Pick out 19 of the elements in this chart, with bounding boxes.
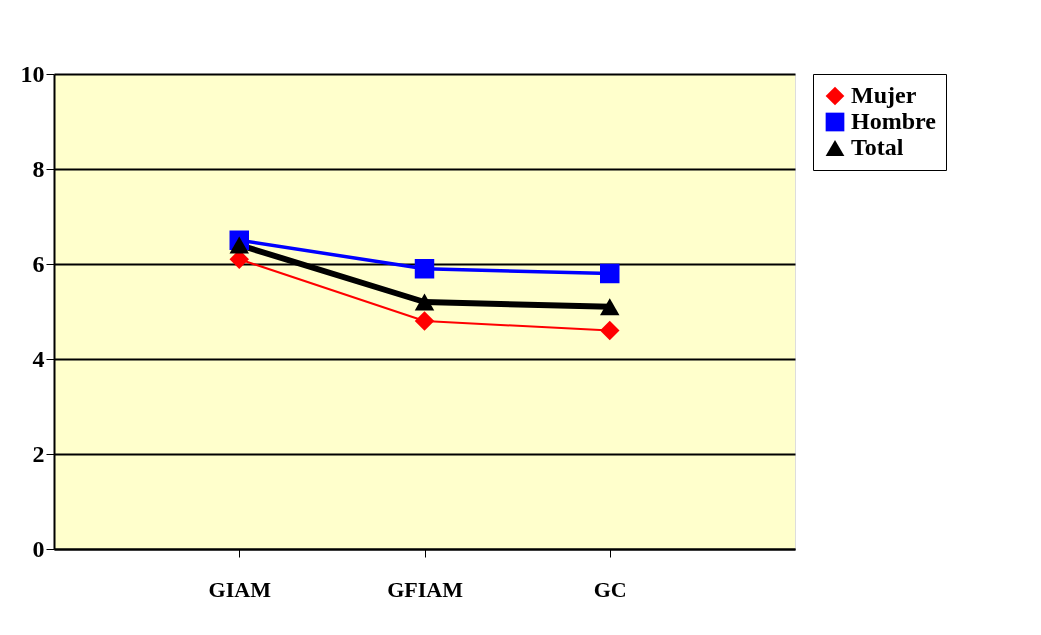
x-tick-label: GFIAM <box>387 576 464 602</box>
point <box>600 320 620 341</box>
legend-label: Mujer <box>851 82 917 108</box>
point <box>414 259 435 279</box>
y-tick-label: 8 <box>32 155 45 182</box>
point <box>229 236 249 254</box>
x-tick-label: GIAM <box>208 576 272 602</box>
y-tick-label: 6 <box>32 250 45 277</box>
point <box>414 293 435 311</box>
y-tick-label: 10 <box>20 60 45 87</box>
point <box>600 298 620 316</box>
y-tick-label: 0 <box>32 535 45 562</box>
y-tick-label: 4 <box>32 345 45 372</box>
x-tick-label: GC <box>593 576 627 602</box>
legend-label: Total <box>851 134 904 160</box>
point <box>414 311 435 331</box>
point <box>600 263 620 284</box>
legend-label: Hombre <box>851 108 937 134</box>
y-tick-label: 2 <box>32 440 45 467</box>
